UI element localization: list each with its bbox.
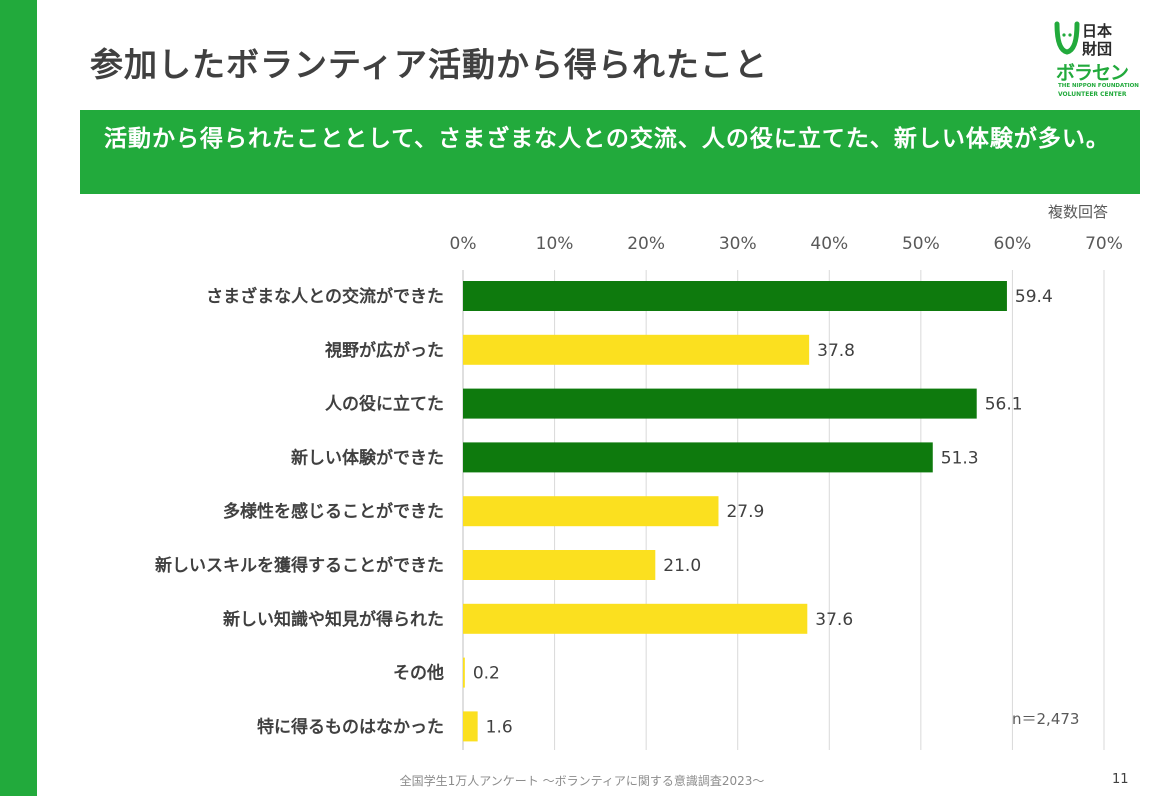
value-label: 56.1 [985, 395, 1023, 415]
nippon-foundation-logo: 日本 財団 ボラセン THE NIPPON FOUNDATION VOLUNTE… [1052, 20, 1139, 100]
sample-size-label: n＝2,473 [1012, 710, 1080, 728]
category-label: 新しいスキルを獲得することができた [155, 555, 444, 576]
value-label: 21.0 [663, 556, 701, 576]
multiple-answers-note: 複数回答 [1047, 203, 1108, 221]
bar-3 [463, 388, 977, 419]
category-label: さまざまな人との交流ができた [206, 286, 444, 307]
x-tick-label: 70% [1085, 234, 1123, 254]
bar-6 [463, 550, 656, 580]
x-tick-label: 60% [994, 234, 1032, 254]
left-accent-bar [0, 0, 37, 796]
x-tick-label: 10% [536, 234, 574, 254]
label-layer: 0% 10% 20% 30% 40% 50% 60% 70% さまざまな人との交流ができた 59.… [155, 234, 1123, 737]
footer-source: 全国学生1万人アンケート 〜ボランティアに関する意識調査2023〜 [399, 774, 765, 788]
bar-1 [463, 281, 1007, 311]
page-title: 参加したボランティア活動から得られたこと [90, 45, 769, 84]
value-label: 59.4 [1015, 287, 1053, 307]
category-label: 多様性を感じることができた [223, 501, 444, 522]
bar-8 [463, 657, 465, 688]
logo-english-line2: VOLUNTEER CENTER [1058, 91, 1127, 98]
bar-5 [463, 496, 719, 527]
volunteer-face-icon [1054, 21, 1080, 55]
value-label: 0.2 [473, 664, 500, 684]
logo-english-line1: THE NIPPON FOUNDATION [1058, 83, 1139, 89]
x-tick-label: 20% [627, 234, 665, 254]
category-label: 新しい体験ができた [291, 447, 444, 468]
x-tick-label: 50% [902, 234, 940, 254]
logo-brand: ボラセン [1056, 62, 1129, 84]
summary-banner: 活動から得られたこととして、さまざまな人との交流、人の役に立てた、新しい体験が多… [80, 110, 1140, 194]
bar-9 [463, 711, 478, 742]
value-label: 37.6 [815, 610, 853, 630]
x-tick-label: 0% [450, 234, 477, 254]
value-label: 1.6 [486, 717, 513, 737]
bar-layer [463, 281, 1007, 742]
value-label: 27.9 [726, 502, 764, 522]
category-label: その他 [393, 663, 444, 684]
logo-text-nihon: 日本 [1082, 22, 1113, 40]
bar-2 [463, 334, 810, 365]
summary-text: 活動から得られたこととして、さまざまな人との交流、人の役に立てた、新しい体験が多… [104, 126, 1110, 152]
bar-7 [463, 603, 808, 634]
x-tick-label: 40% [810, 234, 848, 254]
value-label: 37.8 [817, 341, 855, 361]
category-label: 特に得るものはなかった [257, 716, 444, 737]
page-number: 11 [1112, 772, 1129, 787]
value-label: 51.3 [941, 448, 979, 468]
category-label: 人の役に立てた [325, 394, 444, 415]
logo-text-zaidan: 財団 [1082, 40, 1113, 58]
category-label: 新しい知識や知見が得られた [223, 609, 444, 630]
category-label: 視野が広がった [324, 340, 444, 361]
x-tick-label: 30% [719, 234, 757, 254]
bar-4 [463, 442, 933, 473]
